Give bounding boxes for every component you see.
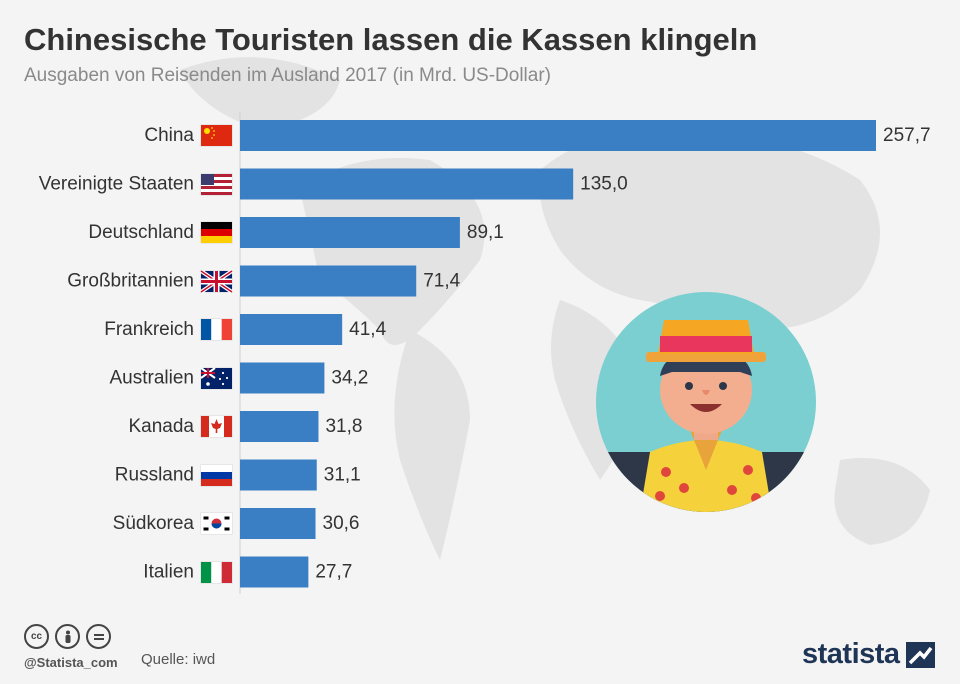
bar-9 bbox=[240, 556, 309, 588]
bar-2 bbox=[240, 217, 460, 248]
value-label-6: 31,8 bbox=[325, 416, 362, 437]
category-label-4: Frankreich bbox=[104, 319, 194, 340]
usa-flag-icon bbox=[200, 173, 233, 196]
nd-icon[interactable] bbox=[86, 624, 111, 649]
germany-flag-icon bbox=[200, 221, 233, 244]
value-label-1: 135,0 bbox=[580, 174, 628, 195]
value-label-4: 41,4 bbox=[349, 319, 386, 340]
category-label-2: Deutschland bbox=[88, 222, 194, 243]
license-icons: cc bbox=[24, 624, 111, 649]
statista-handle[interactable]: @Statista_com bbox=[24, 655, 118, 670]
bar-1 bbox=[240, 168, 574, 200]
category-label-3: Großbritannien bbox=[67, 271, 194, 292]
category-label-7: Russland bbox=[115, 465, 194, 486]
australia-flag-icon bbox=[200, 367, 233, 390]
value-label-7: 31,1 bbox=[324, 465, 361, 486]
value-label-5: 34,2 bbox=[331, 368, 368, 389]
statista-logo[interactable]: statista bbox=[802, 638, 935, 671]
bar-4 bbox=[240, 314, 343, 345]
cc-icon[interactable]: cc bbox=[24, 624, 49, 649]
bar-8 bbox=[240, 508, 316, 539]
value-label-2: 89,1 bbox=[467, 222, 504, 243]
category-label-8: Südkorea bbox=[113, 513, 195, 534]
tourist-with-hat-icon bbox=[596, 292, 816, 512]
china-flag-icon bbox=[200, 124, 233, 147]
category-label-9: Italien bbox=[143, 562, 194, 583]
value-label-9: 27,7 bbox=[315, 562, 352, 583]
value-label-0: 257,7 bbox=[883, 125, 931, 146]
bar-5 bbox=[240, 362, 325, 394]
category-label-1: Vereinigte Staaten bbox=[39, 174, 194, 195]
bar-7 bbox=[240, 459, 317, 491]
france-flag-icon bbox=[200, 318, 233, 341]
uk-flag-icon bbox=[199, 269, 234, 294]
by-icon[interactable] bbox=[55, 624, 80, 649]
value-label-8: 30,6 bbox=[323, 513, 360, 534]
statista-wordmark: statista bbox=[802, 638, 900, 670]
canada-flag-icon bbox=[200, 415, 233, 438]
category-label-5: Australien bbox=[110, 368, 195, 389]
bar-0 bbox=[240, 120, 876, 151]
chart-subtitle: Ausgaben von Reisenden im Ausland 2017 (… bbox=[24, 65, 551, 86]
value-label-3: 71,4 bbox=[423, 271, 460, 292]
chart-title: Chinesische Touristen lassen die Kassen … bbox=[24, 22, 758, 57]
russia-flag-icon bbox=[200, 464, 233, 487]
south-korea-flag-icon bbox=[200, 512, 233, 535]
italy-flag-icon bbox=[200, 561, 233, 584]
category-label-6: Kanada bbox=[128, 416, 194, 437]
bar-6 bbox=[240, 411, 319, 442]
bar-3 bbox=[240, 265, 417, 297]
statista-mark-icon bbox=[905, 641, 935, 668]
category-label-0: China bbox=[144, 125, 194, 146]
source-note: Quelle: iwd bbox=[141, 651, 216, 668]
